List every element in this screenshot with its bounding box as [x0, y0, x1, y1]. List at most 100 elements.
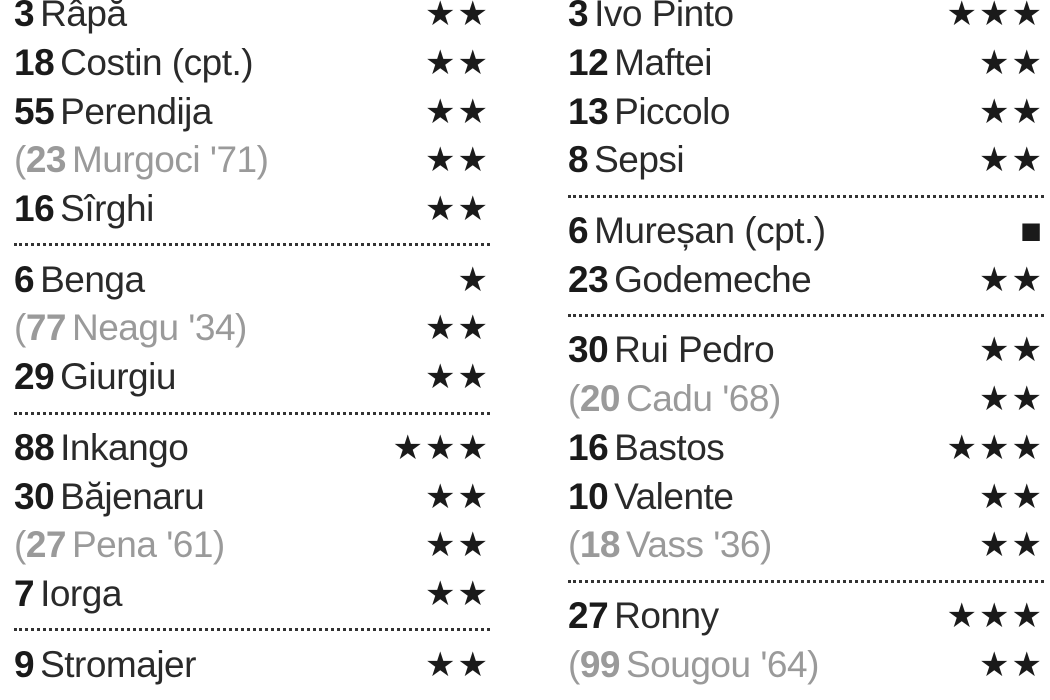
star-rating-icon: ★★★: [946, 428, 1044, 467]
star-rating-icon: ★★★: [946, 596, 1044, 635]
close-paren: ): [212, 524, 225, 566]
dotted-divider: [568, 570, 1044, 592]
shirt-number: 18: [579, 524, 621, 566]
player-name: Rui Pedro: [614, 329, 775, 371]
player-name: Benga: [40, 258, 145, 300]
shirt-number: 99: [579, 643, 621, 685]
star-rating-icon: ★★: [979, 526, 1044, 565]
player-name: Godemeche: [614, 258, 812, 300]
sub-minute: '68: [722, 378, 769, 420]
player-row: 13 Piccolo ★★: [568, 87, 1044, 136]
shirt-number: 3: [14, 0, 35, 35]
player-row: 30 Rui Pedro ★★: [568, 326, 1044, 375]
player-label: 9 Stromajer: [14, 644, 196, 686]
star-rating-icon: ★★: [979, 331, 1044, 370]
no-rating-square-icon: ■: [1020, 210, 1044, 252]
star-rating-icon: ★★: [425, 309, 490, 348]
player-name: Costin (cpt.): [60, 42, 254, 84]
player-row: 18 Costin (cpt.) ★★: [14, 39, 490, 88]
player-label: 13 Piccolo: [568, 91, 730, 133]
player-label: (27 Pena '61): [14, 524, 225, 566]
open-paren: (: [568, 524, 580, 566]
player-name: Mureșan (cpt.): [594, 210, 826, 252]
shirt-number: 30: [568, 329, 609, 371]
player-label: 12 Maftei: [568, 42, 712, 84]
star-rating-icon: ★★: [425, 574, 490, 613]
shirt-number: 16: [14, 188, 55, 230]
shirt-number: 29: [14, 356, 55, 398]
player-label: 16 Bastos: [568, 426, 725, 469]
star-rating-icon: ★★: [425, 190, 490, 229]
star-rating-icon: ★★: [979, 44, 1044, 83]
player-row: 29 Giurgiu ★★: [14, 353, 490, 402]
sub-minute: '34: [188, 307, 236, 349]
star-rating-icon: ★★: [979, 260, 1044, 299]
player-label: (99 Sougou '64): [568, 644, 819, 686]
player-label: 3 Râpă: [14, 0, 127, 35]
close-paren: ): [768, 378, 781, 420]
star-rating-icon: ★★: [425, 645, 490, 684]
player-row: 27 Ronny ★★★: [568, 592, 1044, 641]
star-rating-icon: ★★: [979, 141, 1044, 180]
player-row: 6 Mureșan (cpt.) ■: [568, 207, 1044, 256]
substitute-row: (23 Murgoci '71) ★★: [14, 136, 490, 185]
player-label: 7 Iorga: [14, 573, 122, 615]
player-name: Perendija: [60, 90, 212, 132]
close-paren: ): [760, 524, 772, 566]
star-rating-icon: ★★: [425, 44, 490, 83]
dotted-divider: [14, 402, 490, 424]
player-label: 27 Ronny: [568, 595, 719, 637]
dotted-divider: [568, 185, 1044, 207]
open-paren: (: [14, 524, 26, 566]
player-row: 3 Ivo Pinto ★★★: [568, 0, 1044, 39]
star-rating-icon: ★★★: [392, 428, 490, 467]
shirt-number: 13: [568, 90, 609, 132]
substitute-row: (99 Sougou '64) ★★: [568, 640, 1044, 689]
player-name: Murgoci: [71, 139, 201, 181]
player-label: 55 Perendija: [14, 91, 212, 133]
player-name: Bastos: [614, 426, 725, 468]
player-row: 16 Sîrghi ★★: [14, 185, 490, 234]
shirt-number: 30: [14, 475, 55, 517]
player-label: 18 Costin (cpt.): [14, 42, 254, 84]
player-name: Stromajer: [40, 643, 196, 685]
substitute-row: (18 Vass '36) ★★: [568, 521, 1044, 570]
player-row: 6 Benga ★: [14, 255, 490, 304]
star-rating-icon: ★: [457, 260, 490, 299]
star-rating-icon: ★★★: [946, 0, 1044, 34]
shirt-number: 18: [14, 42, 55, 84]
shirt-number: 27: [25, 524, 67, 566]
shirt-number: 55: [14, 90, 55, 132]
player-label: 16 Sîrghi: [14, 188, 154, 230]
shirt-number: 27: [568, 594, 609, 636]
shirt-number: 16: [568, 426, 609, 468]
player-label: 3 Ivo Pinto: [568, 0, 734, 35]
player-name: Sepsi: [594, 139, 685, 181]
shirt-number: 6: [14, 258, 35, 300]
substitute-row: (20 Cadu '68) ★★: [568, 375, 1044, 424]
player-name: Pena: [71, 524, 157, 566]
player-row: 10 Valente ★★: [568, 472, 1044, 521]
star-rating-icon: ★★: [979, 92, 1044, 131]
player-name: Valente: [614, 475, 734, 517]
close-paren: ): [235, 307, 247, 349]
sub-minute: '61: [166, 524, 213, 566]
star-rating-icon: ★★: [425, 526, 490, 565]
star-rating-icon: ★★: [425, 358, 490, 397]
player-row: 7 Iorga ★★: [14, 570, 490, 619]
player-name: Maftei: [614, 42, 712, 84]
player-name: Piccolo: [614, 90, 730, 132]
player-name: Sîrghi: [60, 188, 154, 230]
player-row: 8 Sepsi ★★: [568, 136, 1044, 185]
shirt-number: 77: [25, 307, 67, 349]
star-rating-icon: ★★: [425, 92, 490, 131]
player-label: 23 Godemeche: [568, 258, 812, 301]
dotted-divider: [14, 233, 490, 255]
player-name: Râpă: [40, 0, 127, 35]
open-paren: (: [568, 378, 580, 420]
player-name: Sougou: [625, 643, 751, 685]
shirt-number: 6: [568, 210, 589, 252]
shirt-number: 3: [568, 0, 589, 35]
shirt-number: 20: [579, 378, 621, 420]
right-team-lineup: 3 Ivo Pinto ★★★ 12 Maftei ★★ 13 Piccolo ★★ 8 Sepsi…: [568, 0, 1044, 689]
